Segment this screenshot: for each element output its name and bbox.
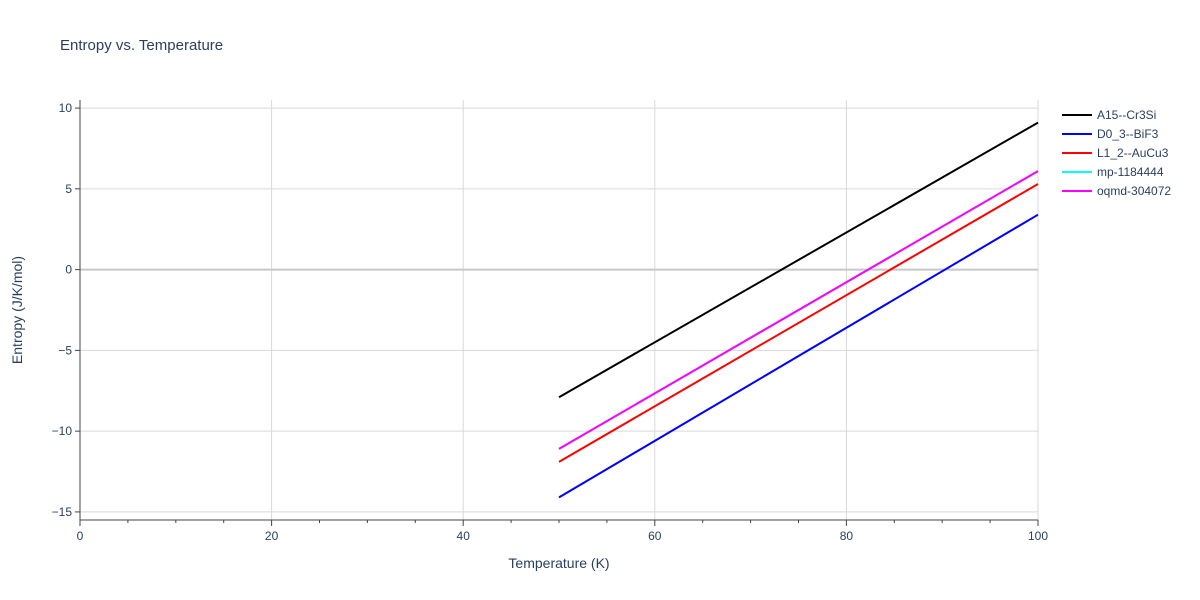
- series-layer: [559, 123, 1038, 498]
- x-tick-label: 80: [840, 529, 854, 543]
- x-axis-title: Temperature (K): [508, 555, 609, 571]
- legend[interactable]: A15--Cr3Si D0_3--BiF3 L1_2--AuCu3 mp-118444…: [1062, 108, 1171, 198]
- legend-label: oqmd-304072: [1097, 184, 1171, 198]
- series-line-oqmd-304072: [559, 171, 1038, 449]
- legend-label: D0_3--BiF3: [1097, 127, 1159, 141]
- x-tick-label: 0: [77, 529, 84, 543]
- y-tick-label: −10: [52, 424, 73, 438]
- legend-label: L1_2--AuCu3: [1097, 146, 1169, 160]
- y-tick-label: 0: [65, 263, 72, 277]
- x-tick-label: 100: [1028, 529, 1048, 543]
- y-tick-label: 10: [59, 101, 73, 115]
- y-axis-title: Entropy (J/K/mol): [9, 256, 25, 364]
- axis-layer: 0 20 40 60 80 100 −15 −10 −5 0 5 10: [52, 100, 1049, 543]
- legend-label: mp-1184444: [1097, 165, 1164, 179]
- chart-title: Entropy vs. Temperature: [60, 37, 223, 54]
- legend-label: A15--Cr3Si: [1097, 108, 1156, 122]
- x-tick-label: 40: [457, 529, 471, 543]
- grid-layer: [80, 100, 1038, 520]
- series-line-L1_2--AuCu3: [559, 184, 1038, 462]
- x-tick-label: 60: [648, 529, 662, 543]
- y-tick-label: −5: [58, 343, 72, 357]
- x-tick-label: 20: [265, 529, 279, 543]
- y-tick-label: 5: [65, 182, 72, 196]
- y-tick-label: −15: [52, 505, 73, 519]
